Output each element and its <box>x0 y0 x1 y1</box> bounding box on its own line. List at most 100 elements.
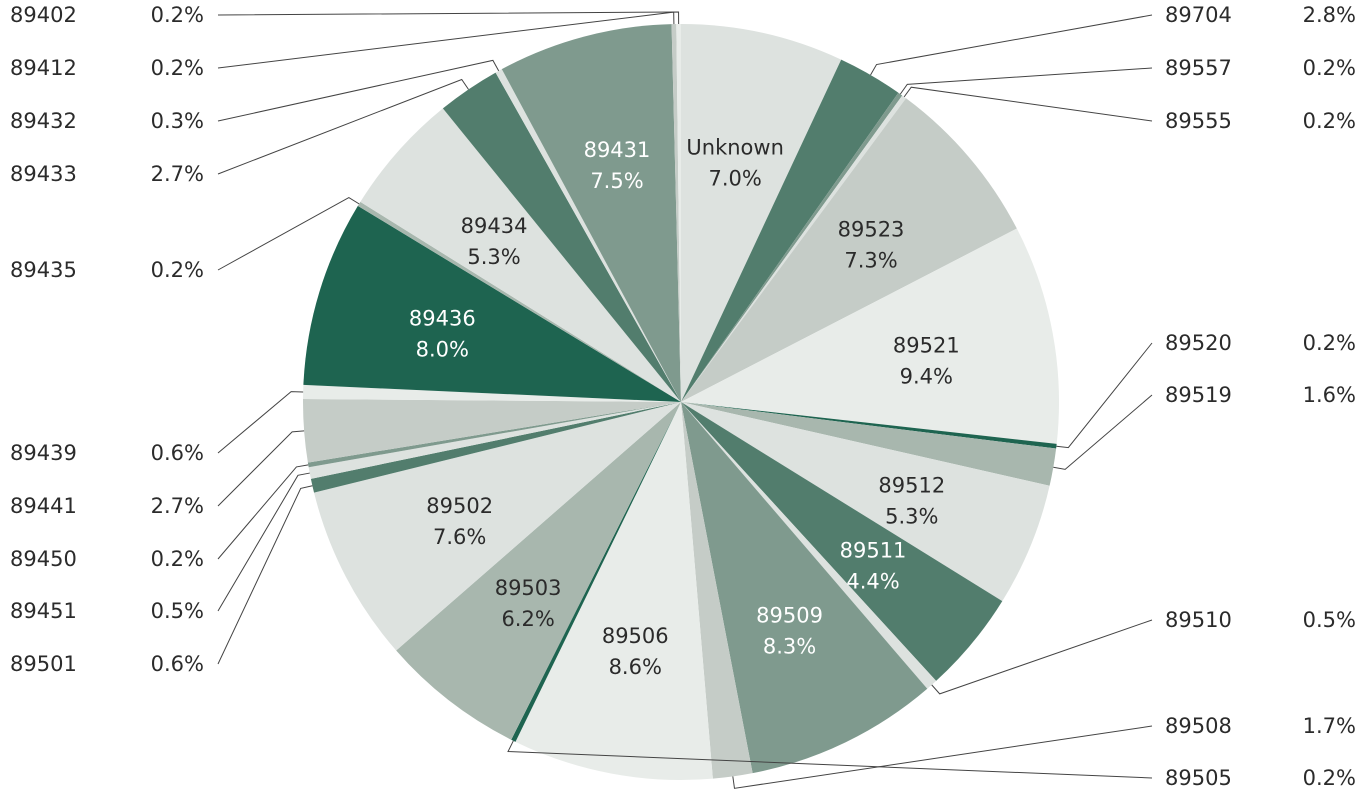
leader-line-89555 <box>903 86 1153 122</box>
pie-slice-89511 <box>681 402 1003 681</box>
leader-line-89450 <box>217 464 309 560</box>
slice-label-89502: 89502 <box>426 494 493 518</box>
leader-line-89557 <box>899 67 1153 95</box>
leader-line-89520 <box>1056 342 1153 449</box>
slice-label-89521: 89521 <box>893 334 960 358</box>
pie-slice-89431 <box>501 24 681 402</box>
leader-line-89435 <box>217 196 360 271</box>
slice-label-89508: 89508 <box>1165 714 1232 738</box>
slice-percent-89412: 0.2% <box>151 56 204 80</box>
pie-slice-89519 <box>681 402 1057 486</box>
leader-line-89441 <box>217 430 305 507</box>
slice-percent-89451: 0.5% <box>151 599 204 623</box>
slice-percent-89434: 5.3% <box>467 245 520 269</box>
pie-slice-89432 <box>495 69 681 402</box>
leader-line-89508 <box>732 725 1153 789</box>
slice-percent-89505: 0.2% <box>1303 766 1356 790</box>
pie-slice-89509 <box>681 402 928 774</box>
slice-percent-89520: 0.2% <box>1303 331 1356 355</box>
leader-line-89433 <box>217 78 469 175</box>
slice-label-89451: 89451 <box>10 599 77 623</box>
pie-slice-89402 <box>676 24 681 402</box>
leader-line-89432 <box>217 59 500 122</box>
leader-line-89704 <box>870 14 1153 76</box>
pie-slice-89503 <box>396 402 681 740</box>
slice-percent-89510: 0.5% <box>1303 608 1356 632</box>
slice-label-89441: 89441 <box>10 494 77 518</box>
pie-slice-89439 <box>303 384 681 402</box>
pie-slice-89557 <box>681 92 903 402</box>
slice-percent-89509: 8.3% <box>763 635 816 659</box>
pie-slice-89441 <box>302 399 681 463</box>
slice-label-unknown: Unknown <box>686 135 783 159</box>
slice-label-89555: 89555 <box>1165 109 1232 133</box>
slice-percent-89555: 0.2% <box>1303 109 1356 133</box>
pie-slice-89521 <box>681 228 1059 444</box>
pie-slice-89506 <box>515 402 713 781</box>
slice-label-89512: 89512 <box>878 474 945 498</box>
pie-slice-89501 <box>310 402 681 493</box>
pie-slice-89451 <box>308 402 681 479</box>
pie-slice-89435 <box>357 201 681 402</box>
pie-slice-89508 <box>681 402 753 779</box>
slice-percent-89450: 0.2% <box>151 547 204 571</box>
slice-percent-89511: 4.4% <box>846 569 899 593</box>
slice-percent-89512: 5.3% <box>885 505 938 529</box>
leader-line-89402 <box>217 11 680 25</box>
pie-slice-89436 <box>303 205 681 402</box>
slice-label-89434: 89434 <box>461 214 528 238</box>
pie-slice-89505 <box>511 402 681 742</box>
slice-label-89523: 89523 <box>838 217 905 241</box>
leader-line-89510 <box>931 619 1153 695</box>
slice-label-89520: 89520 <box>1165 331 1232 355</box>
leader-line-89519 <box>1053 394 1153 470</box>
slice-percent-89435: 0.2% <box>151 258 204 282</box>
labels-layer: Unknown 7.0% 89704 2.8% 89557 0.2% 89555 0.2% 89… <box>10 3 1356 790</box>
slice-label-89506: 89506 <box>602 624 669 648</box>
pie-slice-89512 <box>681 402 1050 602</box>
pie-slice-89555 <box>681 95 907 402</box>
pie-slice-89520 <box>681 402 1057 449</box>
slice-percent-89557: 0.2% <box>1303 56 1356 80</box>
slice-label-89519: 89519 <box>1165 383 1232 407</box>
slice-percent-89432: 0.3% <box>151 109 204 133</box>
leader-line-89439 <box>217 391 304 454</box>
slice-percent-89506: 8.6% <box>609 655 662 679</box>
pie-slice-89434 <box>360 108 681 403</box>
slice-label-89435: 89435 <box>10 258 77 282</box>
slice-percent-89704: 2.8% <box>1303 3 1356 27</box>
slice-label-89704: 89704 <box>1165 3 1232 27</box>
pie-slice-89412 <box>671 24 681 403</box>
slice-label-89450: 89450 <box>10 547 77 571</box>
slice-percent-89519: 1.6% <box>1303 383 1356 407</box>
slice-percent-89521: 9.4% <box>900 365 953 389</box>
slice-label-89433: 89433 <box>10 162 77 186</box>
slice-percent-89508: 1.7% <box>1303 714 1356 738</box>
slice-label-89501: 89501 <box>10 652 77 676</box>
slice-percent-89501: 0.6% <box>151 652 204 676</box>
slice-label-89439: 89439 <box>10 441 77 465</box>
leader-line-89501 <box>217 485 313 665</box>
slices-layer <box>302 24 1059 781</box>
slice-label-89557: 89557 <box>1165 56 1232 80</box>
leader-line-89505 <box>507 740 1153 779</box>
slice-label-89503: 89503 <box>495 576 562 600</box>
slice-label-89436: 89436 <box>409 306 476 330</box>
slice-label-89511: 89511 <box>840 538 907 562</box>
slice-percent-89523: 7.3% <box>844 248 897 272</box>
slice-percent-89433: 2.7% <box>151 162 204 186</box>
slice-label-89510: 89510 <box>1165 608 1232 632</box>
pie-slice-89502 <box>314 402 681 651</box>
pie-slice-89523 <box>681 98 1017 402</box>
leader-lines-layer <box>217 11 1153 789</box>
leader-line-89451 <box>217 472 310 612</box>
slice-percent-89441: 2.7% <box>151 494 204 518</box>
slice-percent-89402: 0.2% <box>151 3 204 27</box>
pie-slice-unknown <box>681 24 842 402</box>
slice-percent-unknown: 7.0% <box>708 166 761 190</box>
slice-percent-89431: 7.5% <box>590 169 643 193</box>
slice-percent-89503: 6.2% <box>501 607 554 631</box>
pie-slice-89433 <box>442 72 681 402</box>
